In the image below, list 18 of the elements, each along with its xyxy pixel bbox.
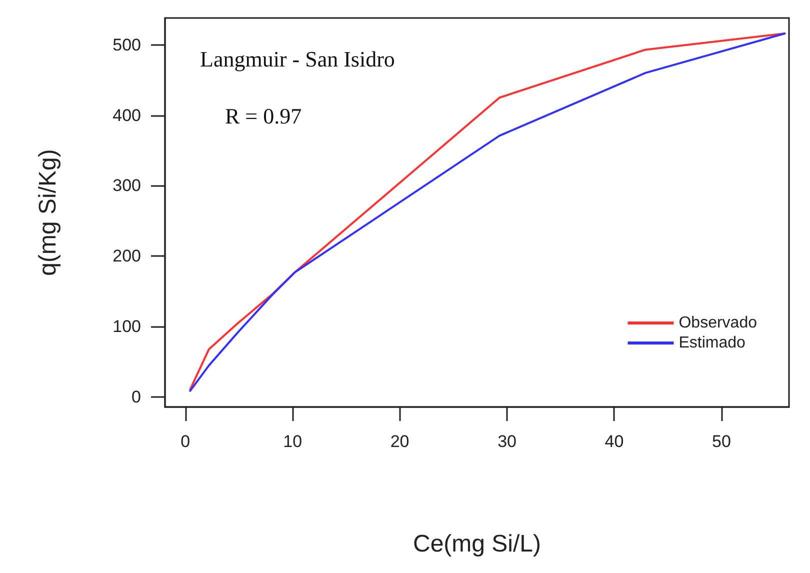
y-tick-label: 500 xyxy=(112,35,141,54)
legend-label: Estimado xyxy=(678,334,746,352)
x-tick-label: 50 xyxy=(712,432,731,451)
y-axis-title: q(mg Si/Kg) xyxy=(34,149,62,276)
y-tick-label: 400 xyxy=(112,106,141,125)
y-tick-label: 200 xyxy=(112,246,141,266)
x-tick-label: 30 xyxy=(498,432,516,451)
x-axis-title: Ce(mg Si/L) xyxy=(412,530,542,558)
legend-label: Observado xyxy=(678,314,758,332)
annotation: R = 0.97 xyxy=(225,104,302,128)
x-tick-label: 10 xyxy=(283,432,302,451)
y-tick-label: 0 xyxy=(132,388,141,407)
y-tick-label: 300 xyxy=(112,176,141,196)
x-tick-label: 0 xyxy=(180,432,190,451)
annotation: Langmuir - San Isidro xyxy=(200,46,395,72)
x-tick-label: 20 xyxy=(390,432,410,451)
y-tick-label: 100 xyxy=(112,317,141,336)
x-tick-label: 40 xyxy=(604,432,624,451)
